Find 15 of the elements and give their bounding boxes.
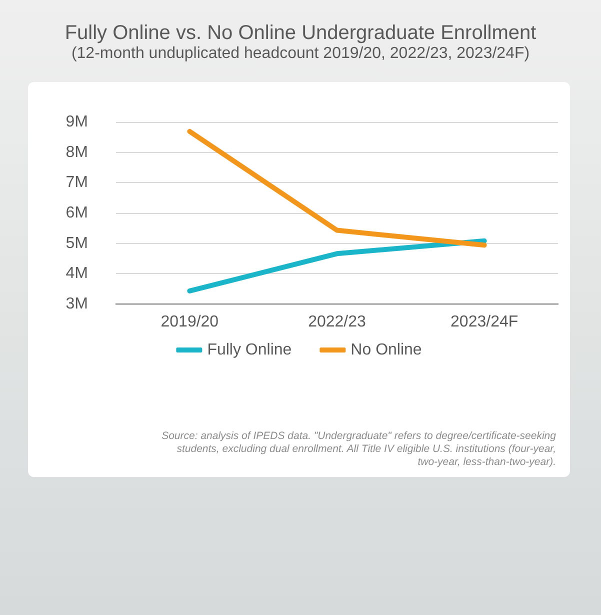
legend-label: No Online bbox=[350, 342, 422, 358]
x-tick-label: 2022/23 bbox=[308, 314, 366, 330]
y-tick-label: 9M bbox=[66, 114, 88, 130]
y-tick-label: 8M bbox=[66, 144, 88, 161]
y-tick-label: 5M bbox=[66, 234, 88, 252]
x-tick-label: 2023/24F bbox=[450, 314, 518, 330]
legend-label: Fully Online bbox=[207, 342, 292, 358]
y-tick-label: 4M bbox=[66, 265, 88, 282]
y-tick-label: 7M bbox=[66, 174, 88, 192]
y-tick-label: 6M bbox=[66, 204, 88, 222]
x-tick-label: 2019/20 bbox=[160, 314, 219, 330]
source-note: Source: analysis of IPEDS data. "Undergraduate" refers to degree/certificate-seeking students, excluding dual enrollment. All Title IV eligible U.S. institutions (four-year, two-year, less-than-two-year). bbox=[160, 430, 556, 469]
y-tick-label: 3M bbox=[66, 296, 88, 312]
chart-subtitle: (12-month unduplicated headcount 2019/20, 2022/23, 2023/24F) bbox=[70, 45, 531, 63]
chart-title: Fully Online vs. No Online Undergraduate Enrollment bbox=[64, 22, 538, 44]
